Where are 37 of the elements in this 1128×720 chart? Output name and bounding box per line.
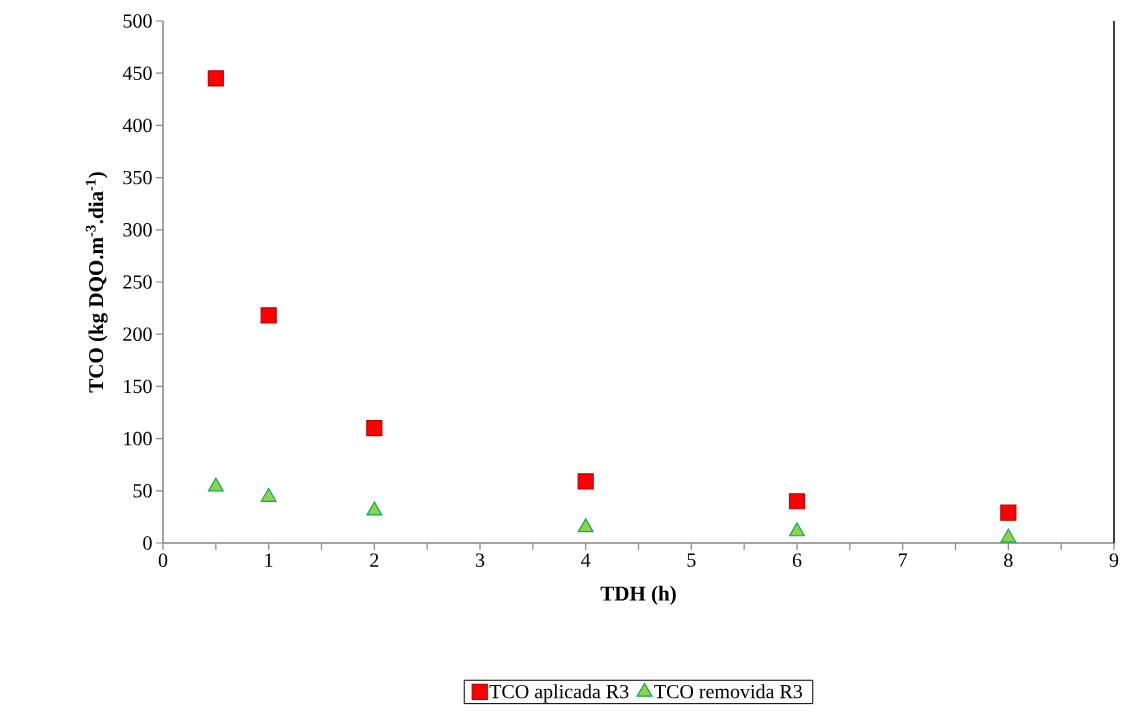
x-tick-label: 0 xyxy=(158,553,168,568)
x-tick-label: 3 xyxy=(475,553,485,567)
x-tick-label: 6 xyxy=(792,553,802,567)
point xyxy=(207,70,224,87)
x-tick-label: 7 xyxy=(898,553,908,567)
point xyxy=(366,501,383,516)
legend-label: TCO aplicada R3 xyxy=(489,684,629,703)
y-axis-title: TCO (kg DQO.m$^{-3}$.dia$^{-1}$) xyxy=(85,172,108,393)
y-tick-label: 250 xyxy=(123,275,152,289)
x-tick-label: 4 xyxy=(581,553,591,567)
x-tick-label: 5 xyxy=(687,553,696,567)
point xyxy=(1000,504,1017,521)
point xyxy=(788,493,806,510)
point xyxy=(260,487,277,502)
y-tick-label: 450 xyxy=(122,66,152,80)
y-tick-label: 400 xyxy=(122,118,152,133)
point xyxy=(577,518,594,533)
point xyxy=(789,522,805,537)
y-tick-label: 100 xyxy=(124,431,152,446)
x-axis-title: TDH (h) xyxy=(600,585,676,605)
y-tick-label: 150 xyxy=(124,379,152,394)
legend-label: TCO removida R3 xyxy=(654,684,802,699)
x-tick-label: 9 xyxy=(1109,553,1119,567)
y-tick-label: 0 xyxy=(143,536,152,550)
x-tick-label: 2 xyxy=(370,553,379,567)
point xyxy=(260,307,277,324)
point xyxy=(1000,528,1017,543)
y-tick-label: 500 xyxy=(123,14,152,28)
x-tick-label: 8 xyxy=(1004,553,1013,568)
y-tick-label: 200 xyxy=(123,327,152,341)
y-tick-label: 350 xyxy=(123,170,152,185)
x-tick-label: 1 xyxy=(265,553,273,567)
point xyxy=(207,477,224,492)
y-tick-label: 300 xyxy=(123,223,152,237)
y-tick-label: 50 xyxy=(133,484,152,498)
point xyxy=(577,473,594,490)
point xyxy=(366,420,383,437)
